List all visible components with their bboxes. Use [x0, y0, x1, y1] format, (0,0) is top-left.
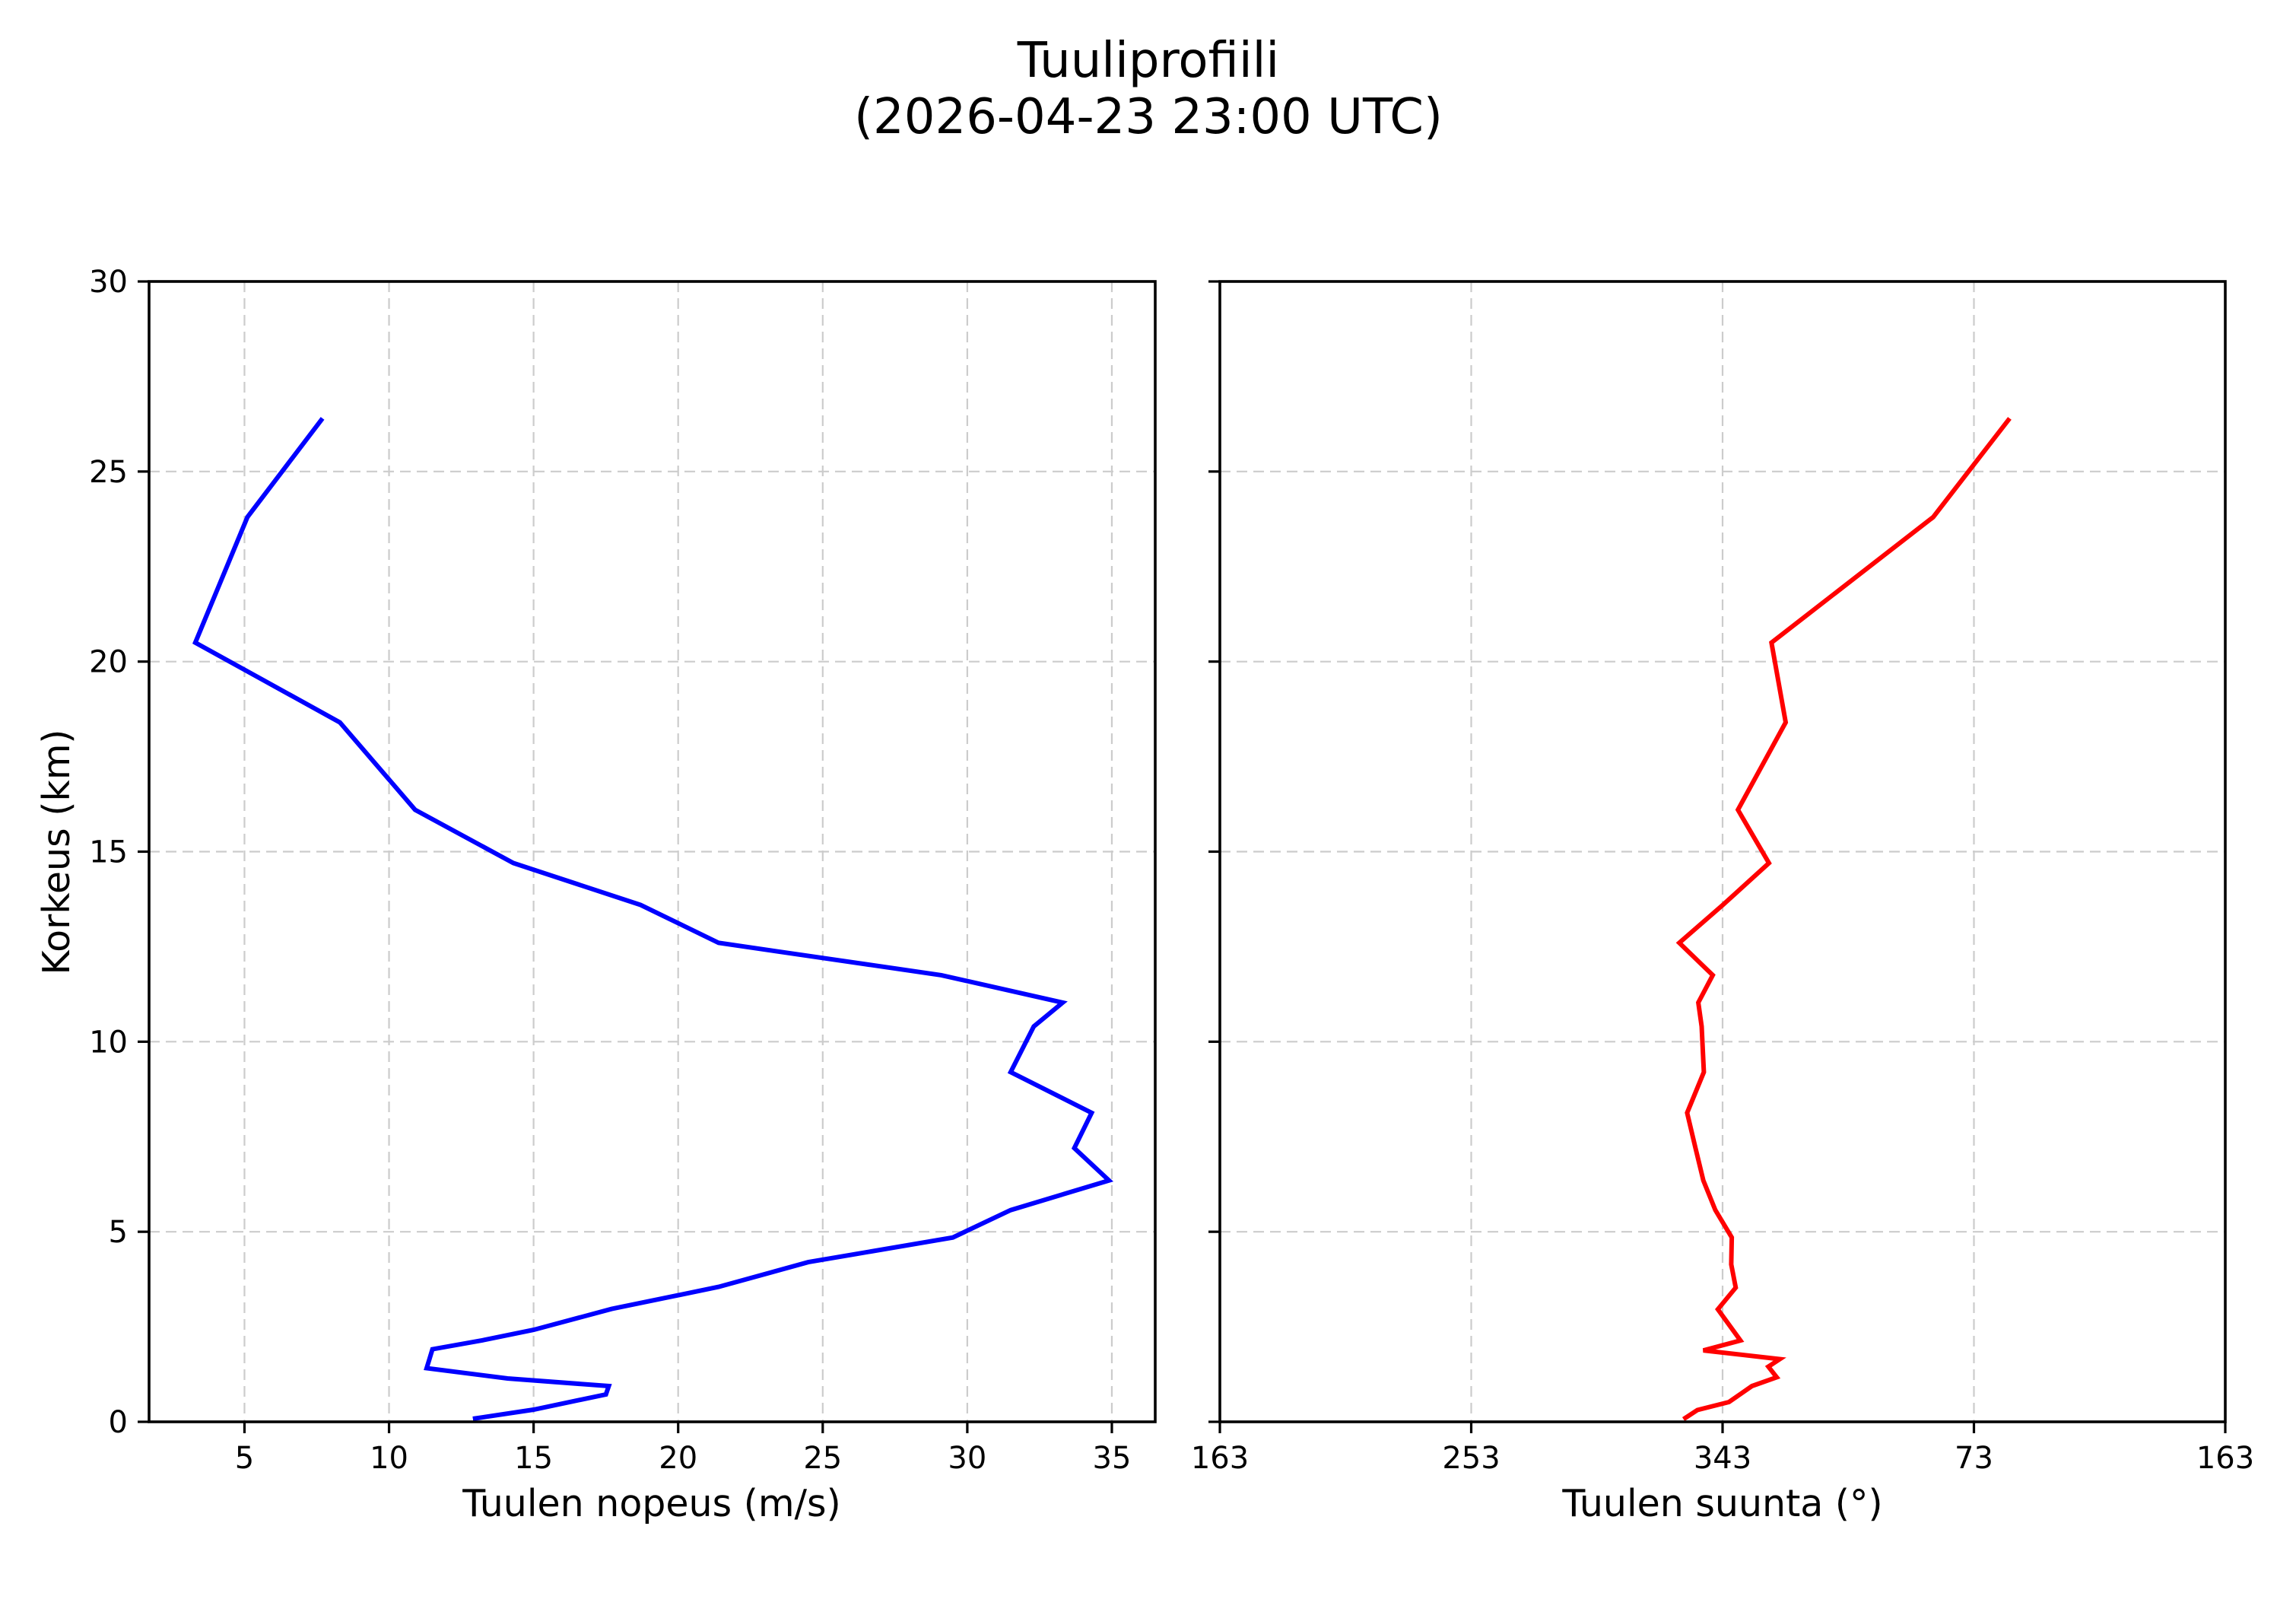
x-tick-label: 25	[803, 1441, 842, 1476]
wind-direction-y-ticks	[1208, 280, 1220, 1423]
x-tick-label: 163	[1191, 1441, 1249, 1476]
y-tick-label: 5	[109, 1215, 128, 1250]
y-tick-label: 30	[89, 265, 128, 300]
y-tick-label: 20	[89, 645, 128, 680]
x-tick-label: 15	[514, 1441, 553, 1476]
wind-speed-x-ticks: 5 10 15 20 25 30 35	[235, 1422, 1132, 1476]
wind-speed-line	[192, 417, 1114, 1421]
wind-direction-panel: 163 253 343 73 163 Tuulen suunta (°)	[1191, 280, 2254, 1525]
wind-direction-grid	[1220, 281, 2225, 1422]
figure-subtitle-timestamp: (2026-04-23 23:00 UTC)	[854, 89, 1443, 145]
x-tick-label: 5	[235, 1441, 254, 1476]
wind-direction-x-axis-label: Tuulen suunta (°)	[1561, 1482, 1882, 1525]
x-tick-label: 35	[1093, 1441, 1132, 1476]
x-tick-label: 253	[1442, 1441, 1500, 1476]
y-tick-label: 0	[109, 1405, 128, 1440]
y-tick-label: 15	[89, 835, 128, 870]
altitude-y-axis-label: Korkeus (km)	[35, 729, 78, 975]
wind-speed-panel: 5 10 15 20 25 30 35 0 5 10 15 20 25 30 Tuulen nopeus…	[35, 265, 1157, 1525]
x-tick-label: 73	[1955, 1441, 1993, 1476]
wind-speed-x-axis-label: Tuulen nopeus (m/s)	[462, 1482, 840, 1525]
x-tick-label: 10	[370, 1441, 408, 1476]
y-tick-label: 10	[89, 1025, 128, 1060]
wind-direction-line	[1675, 417, 2012, 1422]
y-tick-label: 25	[89, 455, 128, 490]
x-tick-label: 30	[948, 1441, 986, 1476]
figure-title: Tuuliprofiili	[1017, 33, 1279, 89]
x-tick-label: 163	[2196, 1441, 2254, 1476]
x-tick-label: 343	[1694, 1441, 1751, 1476]
wind-direction-x-ticks: 163 253 343 73 163	[1191, 1422, 2254, 1476]
x-tick-label: 20	[659, 1441, 697, 1476]
wind-speed-grid	[149, 281, 1155, 1422]
altitude-y-ticks: 0 5 10 15 20 25 30	[89, 265, 149, 1440]
